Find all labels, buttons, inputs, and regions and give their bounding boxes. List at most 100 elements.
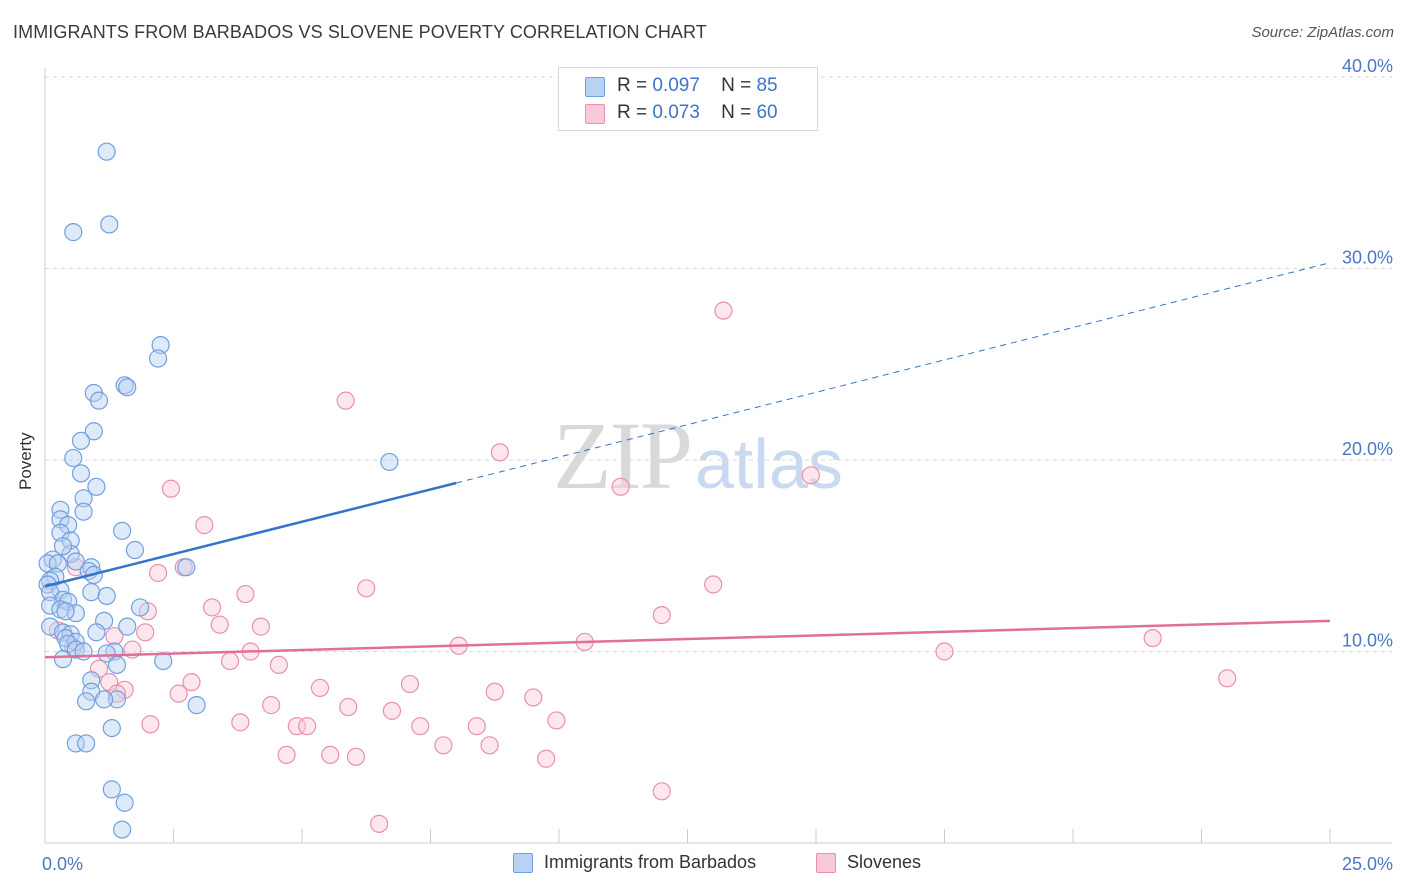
bottom-legend-label-slovenes: Slovenes <box>847 852 922 872</box>
slovene-point <box>537 749 556 768</box>
barbados-point <box>71 431 91 450</box>
barbados-point <box>74 502 93 521</box>
barbados-points <box>38 142 399 839</box>
legend-n-value: 60 <box>756 102 778 123</box>
barbados-point <box>148 349 168 368</box>
slovene-point <box>169 684 188 703</box>
y-tick-label: 20.0% <box>1342 439 1393 459</box>
barbados-point <box>130 598 150 617</box>
barbados-point <box>115 376 134 395</box>
legend-swatch-slovenes <box>585 104 605 124</box>
barbados-point <box>38 554 57 573</box>
barbados-point <box>107 655 127 675</box>
slovene-point <box>485 682 504 701</box>
slovene-point <box>161 479 181 498</box>
barbados-point <box>102 718 121 738</box>
zipatlas-watermark: ZIPatlas <box>553 400 843 511</box>
barbados-point <box>97 586 116 606</box>
barbados-point <box>151 336 170 355</box>
barbados-point <box>59 516 78 535</box>
slovene-point <box>611 477 630 496</box>
slovene-point <box>310 678 330 697</box>
slovene-point <box>370 814 389 833</box>
legend-r-value: 0.097 <box>652 75 700 96</box>
barbados-point <box>118 617 137 636</box>
slovene-point <box>1218 669 1237 688</box>
correlation-legend: R = 0.097 N = 85 R = 0.073 N = 60 <box>558 67 818 131</box>
slovene-point <box>339 697 358 717</box>
bottom-legend-swatch-barbados <box>513 853 533 873</box>
barbados-point <box>187 696 206 715</box>
slovene-point <box>524 688 543 707</box>
slovene-point <box>480 736 499 755</box>
legend-r-value: 0.073 <box>652 102 700 123</box>
slovene-point <box>269 655 288 675</box>
slovenes-trend-line <box>44 619 1331 659</box>
slovene-point <box>298 717 317 736</box>
barbados-point <box>100 215 119 234</box>
slovene-point <box>287 717 306 736</box>
axes <box>44 68 1392 844</box>
barbados-point <box>125 540 145 560</box>
barbados-point <box>95 690 114 709</box>
grid-lines <box>45 76 1392 652</box>
slovene-point <box>652 782 671 801</box>
legend-swatch-barbados <box>585 77 605 97</box>
slovene-point <box>182 673 201 692</box>
slovene-point <box>801 466 820 485</box>
barbados-point <box>102 780 121 799</box>
barbados-point <box>89 391 109 410</box>
barbados-point <box>56 602 75 621</box>
legend-r-label: R = <box>617 102 648 123</box>
slovene-point <box>321 745 340 765</box>
slovene-point <box>105 627 124 646</box>
barbados-point <box>66 734 85 753</box>
slovene-point <box>277 745 296 765</box>
legend-n-label: N = <box>721 75 752 96</box>
slovene-point <box>262 696 281 715</box>
source-credit: Source: ZipAtlas.com <box>1251 24 1394 41</box>
slovene-point <box>704 575 723 594</box>
slovene-point <box>467 717 486 736</box>
slovene-point <box>195 516 214 535</box>
slovene-point <box>547 711 566 730</box>
slovene-point <box>336 391 355 410</box>
slovene-point <box>236 584 255 604</box>
x-tick-label-max: 25.0% <box>1342 854 1393 874</box>
slovene-point <box>652 606 671 625</box>
bottom-legend-swatch-slovenes <box>816 853 836 873</box>
watermark-zip: ZIP <box>553 402 693 509</box>
barbados-point <box>48 554 67 573</box>
barbados-point <box>118 378 137 397</box>
barbados-point <box>177 558 196 577</box>
barbados-point <box>77 692 96 711</box>
barbados-point <box>53 537 73 556</box>
trend-lines <box>44 262 1331 659</box>
y-tick-label: 10.0% <box>1342 631 1393 651</box>
barbados-point <box>87 623 106 642</box>
slovene-point <box>434 736 453 755</box>
slovene-point <box>382 701 402 720</box>
barbados-trend-extension <box>456 262 1331 484</box>
barbados-point <box>97 644 116 663</box>
barbados-point <box>97 142 116 161</box>
slovene-point <box>1143 628 1162 648</box>
barbados-point <box>64 448 83 468</box>
barbados-point <box>84 422 103 441</box>
chart-title: IMMIGRANTS FROM BARBADOS VS SLOVENE POVE… <box>13 22 707 42</box>
legend-n-value: 85 <box>756 75 778 96</box>
x-tick-label-min: 0.0% <box>42 854 83 874</box>
tick-labels: 10.0% 20.0% 30.0% 40.0% 0.0% 25.0% <box>42 56 1393 874</box>
barbados-point <box>112 820 132 839</box>
barbados-point <box>380 452 399 472</box>
slovene-point <box>400 674 420 694</box>
slovene-point <box>357 579 376 598</box>
slovenes-points <box>48 301 1237 833</box>
slovene-point <box>210 615 229 634</box>
barbados-point <box>53 650 73 669</box>
y-tick-label: 40.0% <box>1342 56 1393 76</box>
barbados-point <box>64 223 83 242</box>
barbados-point <box>87 477 106 496</box>
barbados-point <box>112 521 132 540</box>
